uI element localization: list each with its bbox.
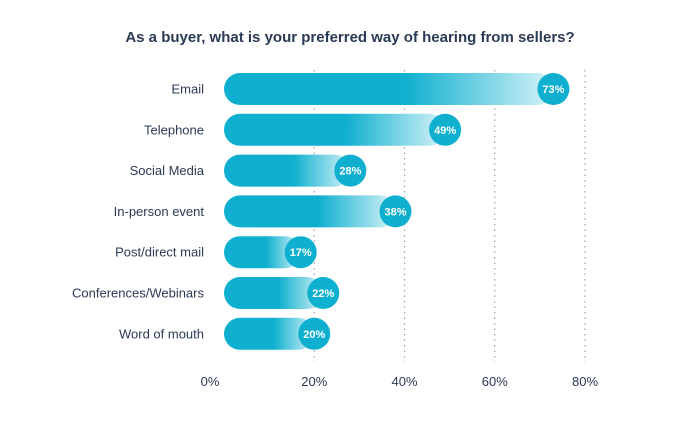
- data-label: 22%: [312, 288, 334, 300]
- data-label: 49%: [434, 125, 456, 137]
- category-label: Telephone: [144, 122, 204, 137]
- data-label: 28%: [339, 166, 361, 178]
- category-label: In-person event: [114, 204, 205, 219]
- value-badge: [298, 317, 331, 350]
- category-label: Post/direct mail: [115, 245, 204, 260]
- x-tick-label: 80%: [572, 374, 598, 389]
- x-tick-label: 40%: [391, 374, 417, 389]
- data-label: 38%: [384, 206, 406, 218]
- bar: [224, 73, 554, 105]
- value-badge: [334, 154, 367, 187]
- bar: [224, 113, 446, 146]
- x-axis-ticks: 0% 20% 40% 60% 80%: [201, 374, 599, 389]
- value-badge: [379, 195, 412, 228]
- value-badge: [429, 113, 462, 146]
- x-tick-label: 60%: [482, 374, 508, 389]
- x-tick-label: 20%: [301, 374, 327, 389]
- bar: [224, 154, 351, 187]
- category-label: Conferences/Webinars: [72, 286, 204, 301]
- value-badge: [307, 277, 340, 309]
- bar: [224, 277, 324, 309]
- x-tick-label: 0%: [201, 374, 220, 389]
- data-label: 73%: [542, 84, 564, 96]
- grid-lines: [313, 70, 586, 362]
- bars: 73% 49% 28% 38% 17% 22% 20%: [224, 73, 570, 350]
- bar: [224, 195, 396, 228]
- value-badge: [537, 73, 570, 105]
- data-label: 17%: [290, 247, 312, 259]
- data-label: 20%: [303, 329, 325, 341]
- value-badge: [284, 236, 317, 269]
- category-labels: Email Telephone Social Media In-person even…: [72, 82, 205, 342]
- category-label: Word of mouth: [119, 326, 204, 341]
- bar: [224, 236, 301, 269]
- category-label: Social Media: [130, 163, 205, 178]
- chart-title: As a buyer, what is your preferred way o…: [125, 29, 574, 46]
- category-label: Email: [171, 82, 204, 97]
- bar: [224, 317, 315, 350]
